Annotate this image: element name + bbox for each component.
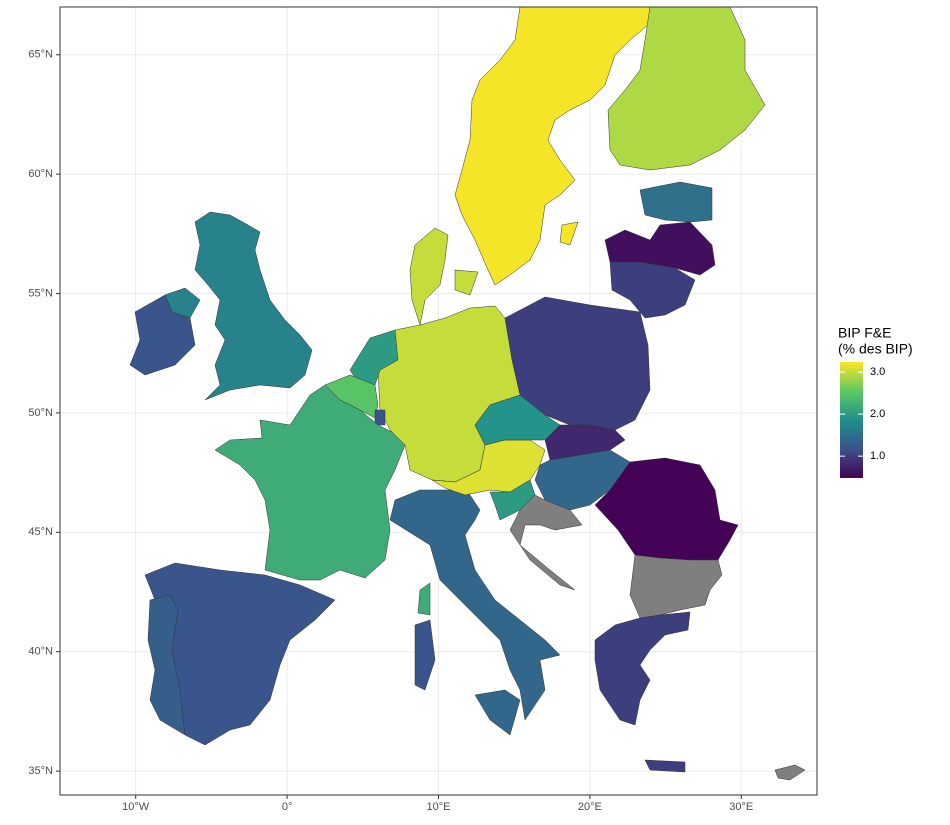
region bbox=[129, 294, 196, 376]
y-tick-label: 50°N bbox=[28, 407, 53, 419]
colorbar bbox=[840, 362, 863, 478]
region bbox=[374, 409, 386, 426]
region bbox=[629, 554, 723, 619]
legend-title: (% des BIP) bbox=[838, 341, 913, 357]
region bbox=[409, 227, 449, 326]
x-tick-label: 10°W bbox=[122, 801, 150, 813]
x-tick-label: 20°E bbox=[578, 801, 602, 813]
region bbox=[414, 619, 436, 691]
region bbox=[509, 494, 583, 591]
region bbox=[454, 7, 651, 286]
colorbar-label: 2.0 bbox=[870, 408, 885, 420]
region bbox=[609, 261, 696, 319]
x-tick-label: 10°E bbox=[427, 801, 451, 813]
y-tick-label: 55°N bbox=[28, 287, 53, 299]
y-tick-label: 45°N bbox=[28, 526, 53, 538]
region bbox=[431, 439, 546, 496]
legend-title: BIP F&E bbox=[838, 325, 891, 341]
region bbox=[474, 689, 521, 736]
region bbox=[644, 759, 686, 773]
y-tick-label: 60°N bbox=[28, 168, 53, 180]
region bbox=[147, 594, 186, 736]
colorbar-label: 3.0 bbox=[870, 366, 885, 378]
region bbox=[594, 611, 691, 726]
x-tick-label: 0° bbox=[282, 801, 293, 813]
region bbox=[214, 384, 406, 581]
region bbox=[194, 211, 313, 401]
region bbox=[454, 269, 479, 296]
y-tick-label: 35°N bbox=[28, 765, 53, 777]
region bbox=[607, 7, 766, 171]
region bbox=[774, 764, 806, 781]
y-tick-label: 40°N bbox=[28, 646, 53, 658]
y-tick-label: 65°N bbox=[28, 49, 53, 61]
region bbox=[639, 181, 713, 223]
region bbox=[417, 582, 431, 616]
region bbox=[559, 221, 579, 246]
x-tick-label: 30°E bbox=[729, 801, 753, 813]
colorbar-label: 1.0 bbox=[870, 450, 885, 462]
